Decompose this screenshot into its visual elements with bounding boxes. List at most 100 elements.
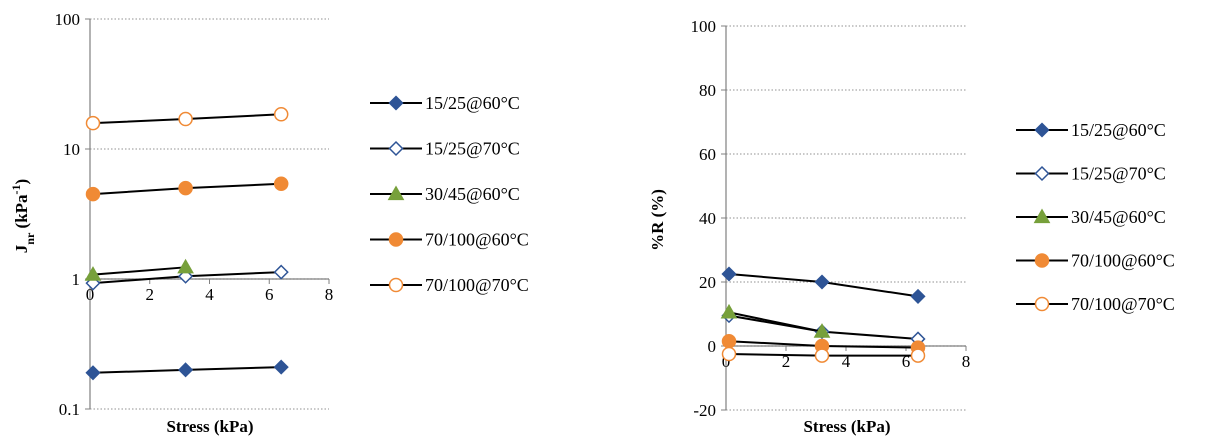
recovery-x-ticks: 0 2 4 6 8: [722, 352, 971, 371]
data-point: [178, 268, 194, 284]
y-tick-label: 80: [699, 81, 716, 100]
legend-entry-70-100-70-c: 70/100@70°C: [370, 275, 529, 295]
legend-label: 15/25@70°C: [425, 139, 520, 159]
y-tick-label: 100: [691, 17, 717, 36]
legend-label: 30/45@60°C: [425, 184, 520, 204]
legend-marker: [388, 140, 404, 157]
x-tick-label: 6: [902, 352, 911, 371]
x-tick-label: 0: [722, 352, 731, 371]
legend-marker: [1034, 253, 1050, 268]
y-tick-label: -20: [693, 401, 716, 420]
data-point: [85, 186, 101, 202]
recovery-legend: 15/25@60°C 15/25@70°C 30/45@60°C 70/100@60°…: [1016, 120, 1175, 314]
x-tick-label: 8: [325, 285, 334, 304]
series-30-45-60-c: [84, 258, 194, 281]
legend-marker: [388, 277, 404, 293]
data-point: [814, 348, 830, 363]
data-point: [178, 362, 194, 378]
legend-entry-15-25-60-c: 15/25@60°C: [1016, 120, 1166, 140]
series-15-25-60-c: [721, 266, 926, 304]
data-point: [85, 275, 101, 291]
y-tick-label: 20: [699, 273, 716, 292]
series-30-45-60-c: [720, 303, 831, 338]
recovery-y-ticks: -20 0 20 40 60 80 100: [691, 17, 717, 420]
jnr-x-axis-title: Stress (kPa): [166, 417, 253, 436]
x-tick-label: 4: [205, 285, 214, 304]
legend-entry-15-25-70-c: 15/25@70°C: [370, 139, 520, 159]
y-tick-label: 0: [708, 337, 717, 356]
data-point: [85, 115, 101, 131]
series-15-25-60-c: [85, 359, 289, 381]
legend-label: 15/25@60°C: [425, 93, 520, 113]
jnr-legend: 15/25@60°C 15/25@70°C 30/45@60°C 70/100@60°…: [370, 93, 529, 295]
data-point: [720, 303, 738, 319]
series-15-25-70-c: [85, 264, 289, 291]
jnr-series: [84, 107, 289, 381]
jnr-y-title-unit-close: ): [12, 179, 31, 185]
legend-entry-70-100-60-c: 70/100@60°C: [1016, 251, 1175, 271]
recovery-series: [720, 266, 926, 363]
legend-marker: [1034, 165, 1050, 182]
data-point: [721, 333, 737, 349]
data-point: [85, 365, 101, 381]
jnr-y-title-main: J: [12, 244, 31, 253]
legend-entry-15-25-70-c: 15/25@70°C: [1016, 164, 1166, 184]
data-point: [273, 107, 289, 122]
legend-marker: [1034, 122, 1050, 138]
y-tick-label: 40: [699, 209, 716, 228]
recovery-chart: -20 0 20 40 60 80 100 0 2 4 6 8 Stress (kPa) %R (%…: [648, 17, 1175, 436]
data-point: [273, 264, 289, 280]
x-tick-label: 0: [86, 285, 95, 304]
jnr-x-ticks: 0 2 4 6 8: [86, 285, 334, 304]
y-tick-label: 60: [699, 145, 716, 164]
series-70-100-70-c: [721, 346, 926, 363]
jnr-axes: [85, 18, 330, 410]
data-point: [273, 359, 289, 375]
legend-marker: [1033, 208, 1051, 224]
series-line: [728, 311, 823, 333]
legend-label: 70/100@70°C: [425, 275, 529, 295]
y-tick-label: 100: [55, 10, 81, 29]
jnr-y-title-unit: (kPa: [12, 194, 31, 233]
data-point: [910, 348, 926, 363]
jnr-y-title-sub: nr: [23, 232, 37, 245]
legend-entry-70-100-70-c: 70/100@70°C: [1016, 294, 1175, 314]
legend-entry-30-45-60-c: 30/45@60°C: [370, 184, 520, 204]
data-point: [84, 266, 102, 281]
jnr-y-ticks: 0.1 1 10 100: [55, 10, 81, 419]
legend-label: 70/100@60°C: [1071, 251, 1175, 271]
x-tick-label: 2: [782, 352, 791, 371]
legend-marker: [1034, 296, 1050, 312]
x-tick-label: 4: [842, 352, 851, 371]
data-point: [721, 346, 737, 362]
data-point: [813, 323, 831, 338]
legend-entry-15-25-60-c: 15/25@60°C: [370, 93, 520, 113]
legend-marker: [388, 95, 404, 111]
legend-label: 30/45@60°C: [1071, 207, 1166, 227]
series-70-100-60-c: [721, 333, 926, 355]
y-tick-label: 0.1: [59, 400, 80, 419]
data-point: [910, 288, 926, 304]
x-tick-label: 2: [146, 285, 155, 304]
data-point: [814, 274, 830, 290]
legend-marker: [387, 185, 405, 201]
legend-label: 15/25@60°C: [1071, 120, 1166, 140]
y-tick-label: 10: [63, 140, 80, 159]
legend-label: 15/25@70°C: [1071, 164, 1166, 184]
recovery-x-axis-title: Stress (kPa): [803, 417, 890, 436]
x-tick-label: 8: [962, 352, 971, 371]
jnr-chart: 0.1 1 10 100 0 2 4 6 8 Stress (kPa) Jnr (kPa-1)…: [9, 10, 529, 436]
series-line: [92, 266, 186, 276]
y-tick-label: 1: [72, 270, 81, 289]
data-point: [178, 180, 193, 196]
data-point: [273, 176, 289, 192]
data-point: [177, 258, 194, 274]
recovery-y-axis-title: %R (%): [648, 189, 667, 251]
legend-label: 70/100@60°C: [425, 230, 529, 250]
series-70-100-70-c: [85, 107, 289, 131]
data-point: [721, 266, 737, 282]
legend-label: 70/100@70°C: [1071, 294, 1175, 314]
legend-entry-70-100-60-c: 70/100@60°C: [370, 230, 529, 250]
legend-marker: [388, 232, 404, 247]
